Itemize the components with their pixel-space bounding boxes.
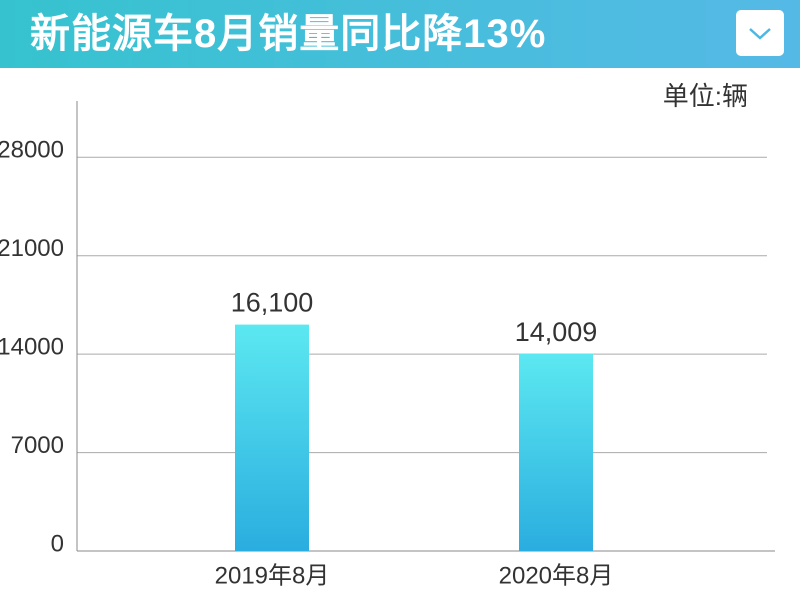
x-tick-label: 2019年8月	[215, 562, 330, 589]
value-label: 16,100	[231, 288, 314, 318]
y-tick-label: 0	[51, 530, 64, 557]
bar	[519, 353, 593, 551]
unit-label: 单位:辆	[663, 81, 748, 111]
y-tick-label: 7000	[11, 432, 64, 459]
bar	[235, 324, 309, 551]
x-tick-label: 2020年8月	[499, 562, 614, 589]
chart-title: 新能源车8月销量同比降13%	[30, 12, 547, 56]
y-tick-label: 21000	[0, 235, 64, 262]
dropdown-button[interactable]	[736, 10, 784, 56]
chart: 单位:辆 0 7000 14000 21000 28000 2019年8月 16,100 20…	[0, 81, 775, 589]
chevron-icon	[749, 28, 771, 40]
value-label: 14,009	[515, 317, 598, 347]
title-banner: 新能源车8月销量同比降13%	[0, 0, 800, 68]
y-tick-label: 14000	[0, 333, 64, 360]
y-tick-label: 28000	[0, 137, 64, 164]
